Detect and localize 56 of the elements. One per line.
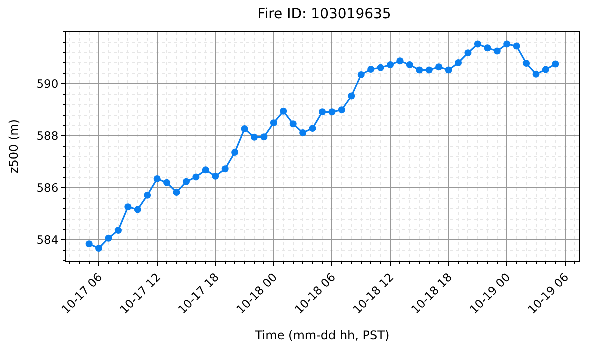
point	[241, 126, 248, 133]
point	[192, 174, 200, 181]
point	[144, 192, 152, 199]
point	[250, 134, 258, 141]
point	[105, 234, 112, 242]
y-tick-label: 584	[36, 233, 59, 248]
y-axis-title: z500 (m)	[7, 119, 22, 174]
point	[212, 172, 220, 180]
point	[455, 59, 462, 66]
point	[377, 64, 384, 72]
point	[319, 108, 326, 116]
point	[328, 108, 336, 116]
y-tick-label: 586	[36, 181, 59, 196]
point	[445, 66, 452, 74]
point	[396, 58, 404, 65]
point	[542, 66, 550, 74]
point	[280, 108, 288, 115]
point	[494, 48, 501, 55]
point	[552, 60, 560, 68]
point	[96, 245, 103, 252]
point	[387, 62, 394, 69]
point	[464, 50, 472, 57]
point	[406, 62, 414, 69]
point	[86, 240, 93, 248]
point	[232, 148, 239, 156]
point	[182, 178, 190, 186]
point	[436, 64, 443, 71]
point	[300, 129, 307, 136]
point	[260, 134, 268, 141]
point	[368, 66, 375, 73]
point	[416, 66, 424, 74]
point	[114, 227, 122, 234]
point	[164, 179, 171, 186]
point	[202, 166, 210, 174]
point	[426, 66, 433, 74]
point	[134, 206, 142, 214]
point	[338, 106, 346, 114]
chart-title: Fire ID: 103019635	[258, 6, 392, 23]
point	[504, 40, 511, 48]
point	[154, 176, 161, 183]
point	[290, 120, 297, 128]
point	[513, 42, 520, 50]
point	[124, 204, 132, 211]
point	[309, 125, 316, 132]
x-axis-title: Time (mm-dd hh, PST)	[254, 328, 390, 343]
point	[523, 60, 530, 67]
point	[474, 40, 482, 48]
point	[173, 189, 180, 196]
point	[532, 70, 540, 78]
y-tick-label: 590	[36, 77, 59, 92]
point	[358, 71, 365, 78]
y-tick-label: 588	[36, 129, 59, 144]
point	[484, 44, 492, 52]
point	[270, 120, 278, 127]
point	[222, 166, 229, 173]
point	[348, 92, 356, 100]
